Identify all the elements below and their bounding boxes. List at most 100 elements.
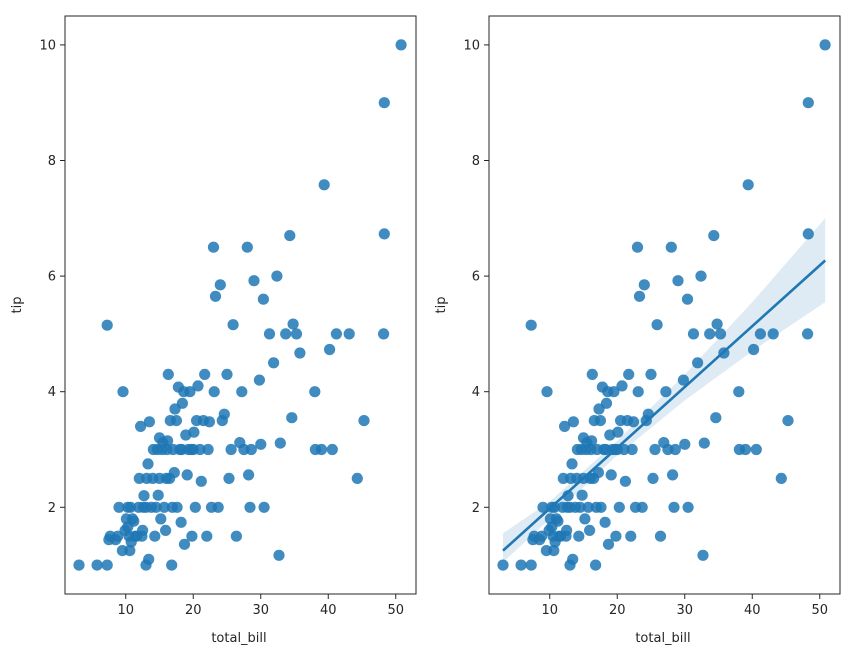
data-point	[537, 501, 549, 513]
data-point	[137, 524, 149, 537]
axes-frame	[64, 15, 417, 595]
data-point	[326, 443, 338, 456]
data-point	[113, 501, 125, 513]
data-point	[227, 319, 239, 331]
data-point	[733, 386, 745, 398]
right-x-axis-label: total_bill	[635, 631, 690, 646]
data-point	[710, 412, 722, 424]
data-point	[184, 386, 196, 398]
data-point	[567, 416, 580, 428]
right-regression-panel: total_bill tip 10 20 30 40 50 2 4 6 8 10	[434, 15, 841, 646]
data-point	[681, 293, 694, 305]
data-point	[625, 530, 637, 542]
data-point	[243, 469, 255, 481]
data-point	[208, 386, 220, 398]
left-x-axis-label: total_bill	[211, 631, 266, 646]
data-point	[221, 368, 233, 380]
data-point	[750, 443, 762, 456]
data-point	[245, 443, 257, 456]
data-point	[223, 472, 235, 484]
data-point	[612, 426, 624, 438]
data-point	[586, 435, 598, 447]
data-point	[150, 501, 162, 513]
data-point	[178, 538, 191, 550]
data-point	[194, 443, 206, 456]
data-point	[595, 501, 607, 513]
data-point	[201, 530, 213, 542]
data-point	[541, 386, 553, 398]
data-point	[135, 420, 147, 432]
data-point	[600, 397, 613, 409]
data-point	[143, 553, 155, 565]
x-tick-label: 50	[811, 603, 828, 618]
data-point	[692, 357, 704, 369]
x-tick-label: 20	[185, 603, 202, 618]
data-point	[631, 241, 644, 253]
data-point	[212, 501, 224, 513]
data-point	[294, 347, 306, 359]
data-point	[271, 270, 283, 282]
data-point	[199, 368, 211, 380]
data-point	[378, 228, 390, 240]
left-scatter-panel: total_bill tip 10 20 30 40 50 2 4 6 8 10	[10, 15, 417, 646]
data-point	[566, 458, 578, 470]
data-point	[665, 241, 677, 253]
data-point	[284, 230, 296, 242]
data-point	[697, 549, 709, 561]
data-point	[244, 501, 256, 513]
data-point	[819, 39, 831, 51]
data-point	[619, 475, 632, 487]
data-point	[101, 319, 113, 331]
data-point	[627, 416, 640, 428]
data-point	[255, 438, 267, 450]
data-point	[552, 515, 564, 527]
data-point	[309, 386, 321, 398]
data-point	[649, 443, 661, 456]
data-point	[171, 501, 183, 513]
data-point	[525, 319, 537, 331]
data-point	[143, 416, 155, 428]
x-tick-label: 20	[609, 603, 626, 618]
data-point	[651, 319, 663, 331]
y-tick-label: 2	[48, 501, 56, 516]
data-point	[682, 501, 694, 513]
data-point	[91, 559, 103, 571]
x-tick-label: 10	[117, 603, 134, 618]
data-point	[286, 412, 298, 424]
data-point	[160, 524, 172, 537]
data-point	[318, 179, 330, 191]
data-point	[162, 368, 174, 380]
data-point	[660, 386, 672, 398]
data-point	[573, 530, 585, 542]
data-point	[138, 490, 150, 502]
data-point	[590, 559, 602, 571]
data-point	[343, 328, 355, 340]
data-point	[248, 275, 260, 287]
data-point	[149, 530, 161, 542]
data-point	[515, 559, 527, 571]
right-y-axis-label: tip	[434, 297, 449, 314]
data-point	[168, 467, 180, 479]
data-point	[610, 530, 622, 542]
data-point	[162, 435, 174, 447]
x-tick-label: 40	[320, 603, 337, 618]
data-point	[330, 328, 342, 340]
data-point	[175, 516, 187, 528]
data-point	[548, 545, 560, 557]
x-tick-label: 40	[744, 603, 761, 618]
data-point	[207, 241, 220, 253]
data-point	[124, 501, 137, 513]
y-tick-label: 10	[463, 38, 480, 53]
data-point	[613, 501, 625, 513]
axes-frame	[488, 15, 841, 595]
x-tick-label: 30	[676, 603, 693, 618]
data-point	[142, 458, 154, 470]
data-point	[711, 318, 723, 330]
data-point	[280, 328, 292, 340]
data-point	[128, 515, 140, 527]
data-point	[618, 443, 630, 456]
data-point	[166, 559, 178, 571]
data-point	[626, 443, 638, 456]
data-point	[742, 179, 754, 191]
